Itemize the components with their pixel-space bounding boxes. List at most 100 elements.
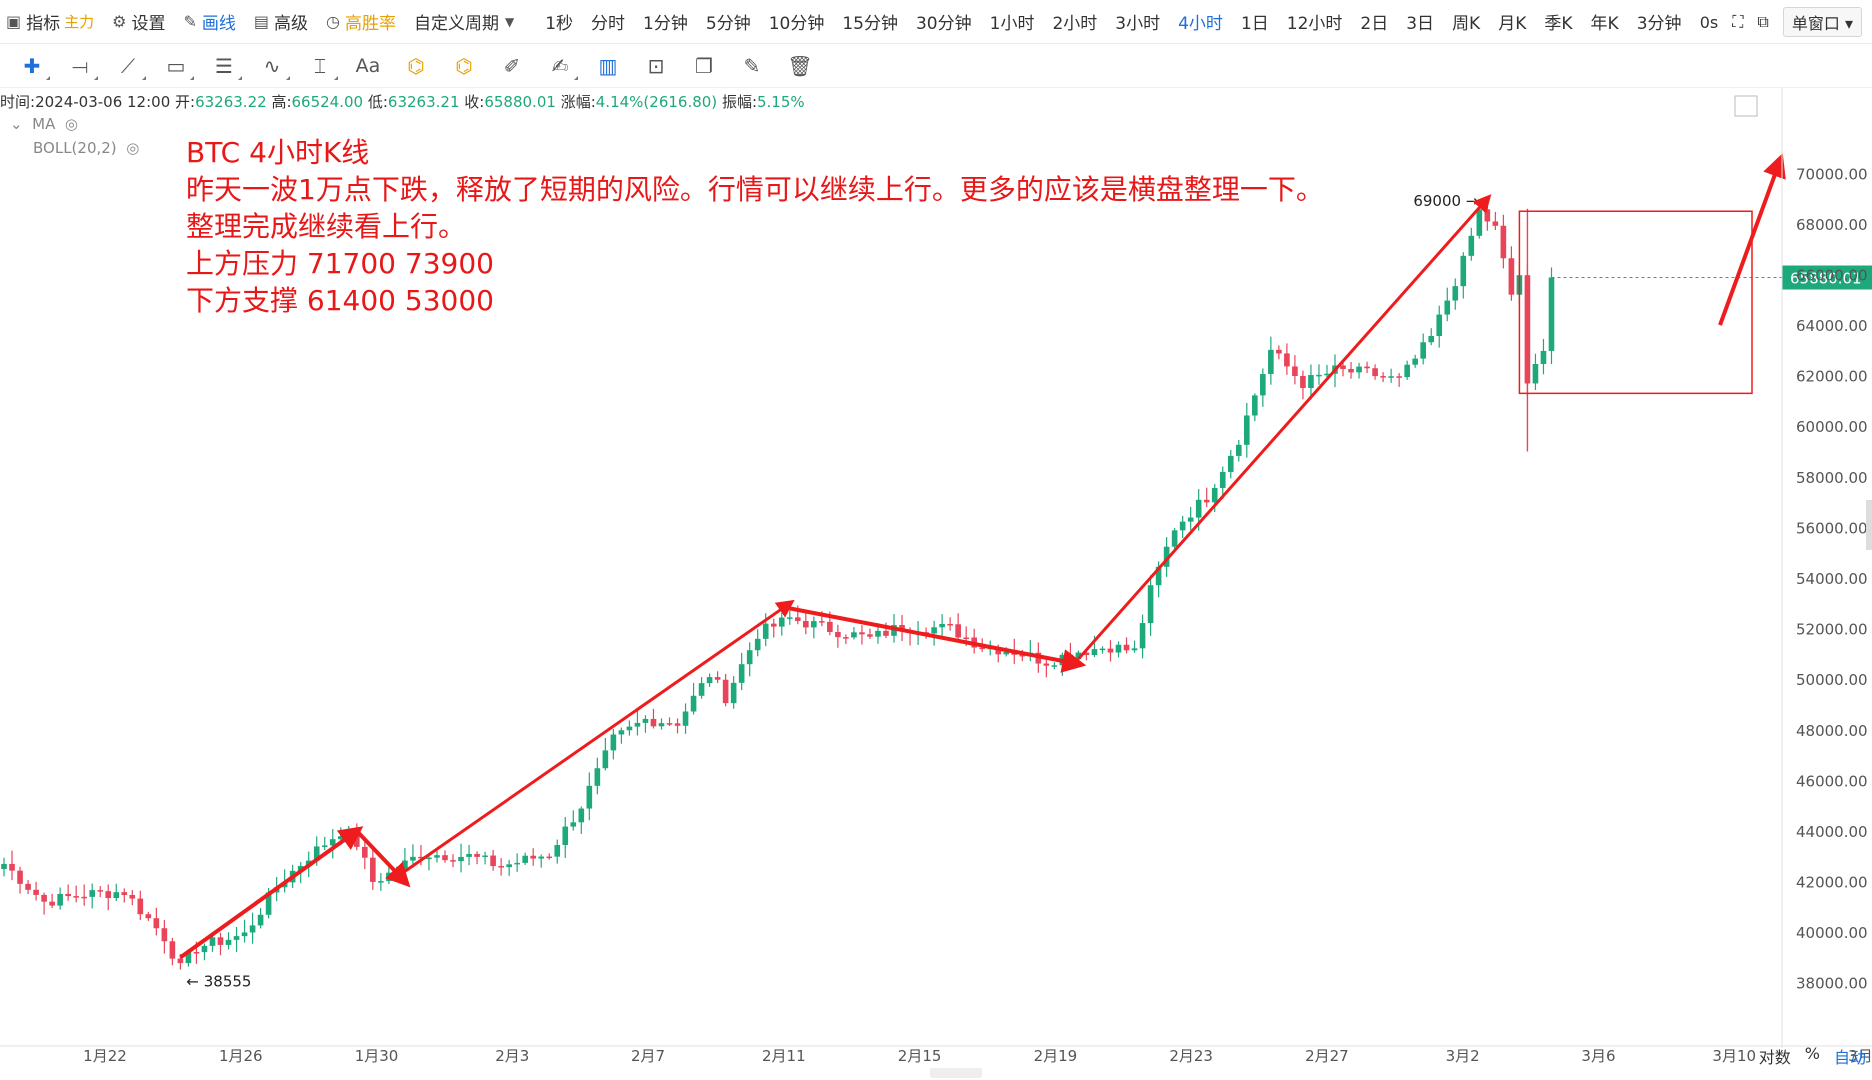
period-13[interactable]: 2日 — [1360, 14, 1389, 34]
y-tick-label: 48000.00 — [1796, 722, 1868, 740]
delete-tool[interactable]: 🗑 — [776, 48, 824, 84]
y-tick-label: 60000.00 — [1796, 418, 1868, 436]
period-14[interactable]: 3日 — [1406, 14, 1435, 34]
settings-button[interactable]: ⚙ 设置 — [112, 9, 165, 34]
advanced-button[interactable]: ▤ 高级 — [254, 9, 308, 34]
period-7[interactable]: 1小时 — [989, 14, 1035, 34]
candle-body — [113, 892, 120, 899]
x-tick-label: 2月19 — [1034, 1047, 1078, 1065]
x-tick-label: 3月6 — [1581, 1047, 1615, 1065]
horizontal-line-tool[interactable]: ⟞ — [56, 48, 104, 84]
window-mode-dropdown[interactable]: 单窗口 ▾ — [1782, 7, 1862, 37]
candle-body — [209, 937, 216, 946]
period-5[interactable]: 15分钟 — [842, 14, 898, 34]
candle-body — [674, 723, 681, 726]
period-6[interactable]: 30分钟 — [915, 14, 972, 34]
clock-icon: ◷ — [326, 12, 340, 31]
rectangle-icon: ▭ — [166, 53, 186, 78]
period-10[interactable]: 4小时 — [1178, 14, 1223, 34]
boll-label: BOLL(20,2) — [33, 139, 117, 157]
period-0[interactable]: 1秒 — [545, 14, 574, 34]
y-tick-label: 56000.00 — [1796, 519, 1868, 537]
popout-icon[interactable]: ⧉ — [1757, 12, 1769, 31]
candle-body — [1019, 654, 1026, 657]
candle-body — [642, 718, 649, 723]
measure-tool[interactable]: ⌶ — [296, 48, 344, 84]
candle-body — [626, 726, 633, 731]
log-scale-toggle[interactable]: 对数 — [1758, 1048, 1791, 1067]
copy-tool[interactable]: ❐ — [680, 48, 728, 84]
rectangle-tool[interactable]: ▭ — [152, 48, 200, 84]
y-tick-label: 62000.00 — [1796, 368, 1868, 386]
x-tick-label: 2月11 — [762, 1047, 806, 1065]
custom-period-dropdown[interactable]: 自定义周期 ▼ — [414, 9, 519, 34]
period-11[interactable]: 1日 — [1240, 14, 1269, 34]
period-9[interactable]: 3小时 — [1115, 14, 1161, 34]
fib-tool[interactable]: ☰ — [200, 48, 248, 84]
candle-body — [145, 914, 152, 919]
period-17[interactable]: 季K — [1544, 14, 1573, 34]
panel-collapse-handle[interactable] — [930, 1068, 982, 1078]
indicator-tag: 主力 — [64, 13, 95, 31]
candle-body — [650, 718, 657, 727]
ruler-tool[interactable]: ✐ — [488, 48, 536, 84]
candle-body — [811, 621, 817, 628]
period-19[interactable]: 3分钟 — [1636, 14, 1682, 34]
lock-tool[interactable]: ⊡ — [632, 48, 680, 84]
x-tick-label: 1月22 — [83, 1047, 127, 1065]
advanced-label: 高级 — [274, 14, 309, 34]
period-8[interactable]: 2小时 — [1052, 14, 1098, 34]
annotation-line-2: 整理完成继续看上行。 — [186, 210, 467, 243]
candle-body — [1452, 286, 1459, 301]
wave-tool[interactable]: ∿ — [248, 48, 296, 84]
candle-body — [1211, 487, 1218, 503]
y-tick-label: 38000.00 — [1796, 975, 1868, 993]
candle-body — [586, 785, 593, 809]
winrate-button[interactable]: ◷ 高胜率 — [326, 9, 396, 34]
briefcase-icon: ▤ — [253, 12, 270, 31]
eye-off-icon[interactable]: ◎ — [126, 139, 140, 157]
period-3[interactable]: 5分钟 — [705, 14, 751, 34]
trend-line-tool[interactable]: ⟋ — [104, 48, 152, 84]
candle-body — [746, 650, 753, 665]
auto-scale-toggle[interactable]: 自动 — [1833, 1048, 1866, 1067]
edit-tool[interactable]: ✎ — [728, 48, 776, 84]
candle-body — [73, 896, 79, 898]
period-4[interactable]: 10分钟 — [768, 14, 825, 34]
candle-body — [121, 892, 128, 895]
strong-magnet-tool[interactable]: ⌬ — [440, 48, 488, 84]
top-toolbar: ▣ 指标 主力 ⚙ 设置 ✎ 画线 ▤ 高级 ◷ 高胜率 自定义周期 ▼ 1秒分… — [0, 0, 1872, 44]
period-16[interactable]: 月K — [1498, 14, 1527, 34]
fullscreen-icon[interactable]: ⛶ — [1732, 12, 1744, 31]
boll-indicator[interactable]: BOLL(20,2) ◎ — [33, 139, 139, 157]
period-12[interactable]: 12小时 — [1286, 14, 1343, 34]
candle-body — [426, 857, 432, 860]
candle-body — [169, 941, 176, 959]
candle-body — [827, 621, 833, 632]
brush-tool[interactable]: ✍ — [536, 48, 584, 84]
indicator-button[interactable]: ▣ 指标 主力 — [6, 9, 94, 34]
percent-scale-toggle[interactable]: % — [1804, 1044, 1820, 1063]
eye-off-icon[interactable]: ◎ — [64, 115, 78, 133]
period-15[interactable]: 周K — [1452, 14, 1481, 34]
period-18[interactable]: 年K — [1590, 14, 1619, 34]
magnet-tool[interactable]: ⌬ — [392, 48, 440, 84]
candle-body — [378, 881, 384, 883]
change-value: 4.14%(2616.80) — [595, 93, 718, 111]
period-1[interactable]: 分时 — [591, 14, 626, 34]
text-tool[interactable]: Aa — [344, 48, 392, 84]
candle-body — [233, 936, 240, 940]
trash-icon: 🗑 — [787, 53, 813, 78]
x-tick-label: 2月23 — [1169, 1047, 1213, 1065]
candle-body — [843, 637, 849, 639]
crosshair-tool[interactable]: ✚ — [8, 48, 56, 84]
show-drawings-tool[interactable]: ▥ — [584, 48, 632, 84]
draw-line-button[interactable]: ✎ 画线 — [183, 9, 235, 34]
collapse-chevron-icon[interactable]: ⌄ — [10, 115, 23, 133]
x-tick-label: 2月27 — [1305, 1047, 1349, 1065]
change-label: 涨幅: — [560, 93, 596, 111]
side-scroll-tab[interactable] — [1866, 500, 1872, 550]
period-2[interactable]: 1分钟 — [643, 14, 688, 34]
ma-indicator[interactable]: ⌄ MA ◎ — [10, 115, 78, 133]
